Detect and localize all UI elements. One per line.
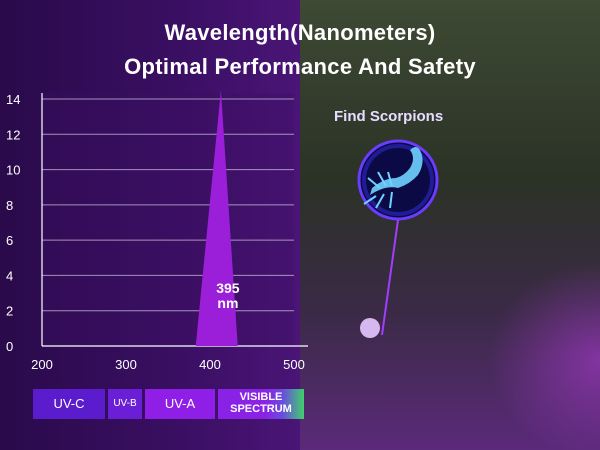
y-tick-label-8: 8 (6, 198, 13, 213)
y-tick-label-4: 4 (6, 268, 13, 283)
y-tick-label-2: 2 (6, 304, 13, 319)
title-line-1: Wavelength(Nanometers) (164, 20, 436, 45)
y-tick-label-12: 12 (6, 127, 20, 142)
y-tick-label-6: 6 (6, 233, 13, 248)
y-tick-label-10: 10 (6, 163, 20, 178)
scorpion-legs (363, 171, 393, 209)
band-visible-spectrum: VISIBLE SPECTRUM (218, 389, 304, 419)
find-scorpions-label: Find Scorpions (334, 108, 444, 125)
band-uv-a: UV-A (145, 389, 215, 419)
title-line-2: Optimal Performance And Safety (124, 54, 476, 79)
y-tick-label-0: 0 (6, 339, 13, 354)
x-tick-label-400: 400 (199, 357, 221, 372)
x-tick-label-300: 300 (115, 357, 137, 372)
x-tick-label-500: 500 (283, 357, 305, 372)
band-uv-b: UV-B (108, 389, 142, 419)
scorpion-circle-glow (362, 144, 434, 216)
callout-line (381, 219, 399, 336)
uv-light-glow (360, 318, 380, 338)
peak-label-line-1: nm (217, 295, 238, 311)
x-tick-label-200: 200 (31, 357, 53, 372)
background-photo (300, 0, 600, 450)
y-tick-label-14: 14 (6, 92, 20, 107)
plot-area (42, 93, 294, 346)
emission-peak (195, 90, 238, 346)
peak-label-line-0: 395 (216, 280, 240, 296)
band-uv-c: UV-C (33, 389, 105, 419)
